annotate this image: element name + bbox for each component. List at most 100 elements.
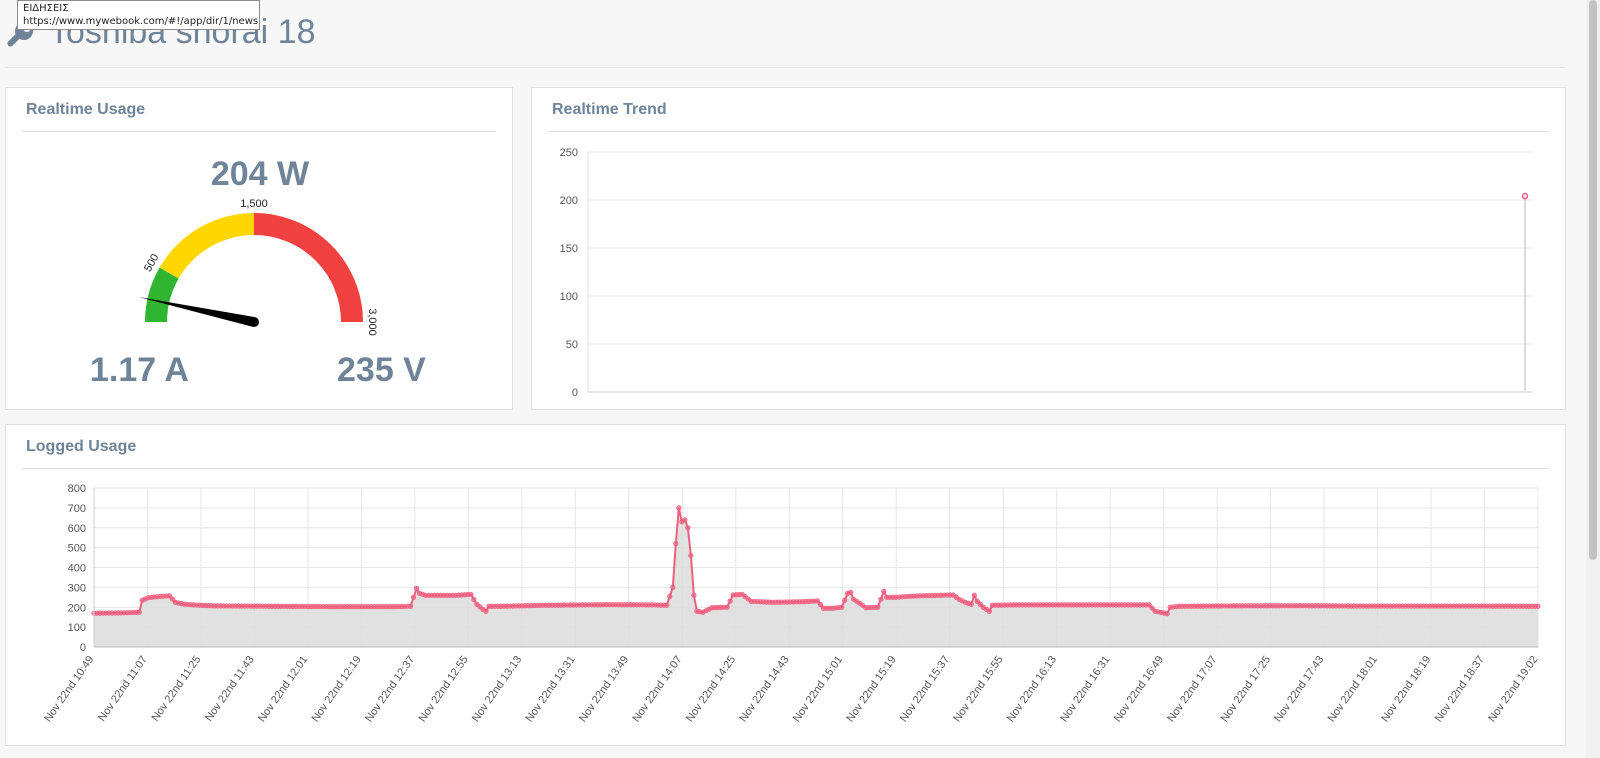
- logged-x-tick-label: Nov 22nd 15:37: [898, 654, 952, 725]
- logged-point: [670, 584, 676, 590]
- realtime-usage-title: Realtime Usage: [26, 101, 146, 118]
- power-reading: 204 W: [210, 155, 310, 193]
- logged-y-tick-label: 700: [68, 503, 86, 515]
- panel-divider: [22, 468, 1549, 469]
- logged-point: [817, 601, 824, 608]
- logged-x-tick-label: Nov 22nd 17:43: [1272, 654, 1326, 725]
- gauge-tick-label: 3,000: [366, 308, 378, 336]
- gauge-needle: [138, 296, 256, 327]
- realtime-trend-chart: 0 50 100 150 200 250: [560, 147, 1532, 399]
- logged-x-tick-label: Nov 22nd 11:25: [150, 654, 204, 724]
- logged-point: [407, 603, 414, 609]
- gauge-pivot: [249, 317, 259, 327]
- logged-point: [881, 588, 887, 594]
- trend-y-tick-label: 50: [566, 339, 578, 351]
- logged-point: [878, 596, 884, 602]
- logged-point: [968, 601, 974, 607]
- trend-y-tick-label: 100: [560, 291, 578, 303]
- logged-x-tick-label: Nov 22nd 18:01: [1326, 654, 1380, 725]
- current-reading: 1.17 A: [90, 351, 189, 389]
- trend-point: [1521, 192, 1529, 200]
- logged-point: [977, 601, 983, 607]
- logged-point: [410, 594, 417, 600]
- logged-point: [468, 591, 474, 597]
- voltage-reading: 235 V: [337, 351, 426, 389]
- logged-x-tick-label: Nov 22nd 19:02: [1486, 654, 1540, 725]
- logged-x-tick-label: Nov 22nd 13:49: [577, 654, 631, 725]
- logged-x-tick-label: Nov 22nd 12:55: [416, 654, 470, 725]
- logged-point: [724, 604, 730, 610]
- panel-divider: [548, 131, 1549, 132]
- realtime-usage-panel: Realtime Usage 204 W 500 1,500 3,000 1.17 …: [5, 87, 513, 410]
- page-scrollbar[interactable]: [1586, 0, 1600, 758]
- trend-y-tick-label: 0: [572, 387, 578, 399]
- header-divider: [5, 67, 1565, 68]
- gauge-band-1: [159, 213, 254, 279]
- trend-y-tick-label: 250: [560, 147, 578, 159]
- logged-point: [676, 505, 682, 511]
- logged-x-tick-label: Nov 22nd 14:25: [684, 654, 738, 725]
- logged-point: [1149, 605, 1155, 611]
- logged-point: [727, 598, 733, 604]
- logged-y-tick-label: 200: [68, 602, 86, 614]
- logged-point: [691, 592, 697, 598]
- logged-point: [875, 604, 881, 610]
- logged-y-tick-label: 300: [68, 582, 86, 594]
- realtime-trend-title: Realtime Trend: [552, 101, 667, 118]
- trend-y-tick-label: 150: [560, 243, 578, 255]
- logged-point: [685, 525, 691, 531]
- logged-x-tick-label: Nov 22nd 18:37: [1433, 654, 1487, 725]
- logged-x-tick-label: Nov 22nd 16:13: [1005, 654, 1059, 725]
- logged-usage-panel: Logged Usage 0 100 200 300 400 500 600 700 800 No…: [5, 424, 1566, 746]
- logged-x-tick-label: Nov 22nd 18:19: [1379, 654, 1433, 725]
- logged-y-tick-label: 500: [68, 543, 86, 555]
- logged-x-tick-label: Nov 22nd 16:31: [1058, 654, 1112, 725]
- logged-x-tick-label: Nov 22nd 15:55: [951, 654, 1005, 725]
- gauge-band-2: [254, 213, 363, 322]
- logged-line: [93, 507, 1539, 615]
- logged-usage-title: Logged Usage: [26, 438, 137, 455]
- realtime-trend-panel: Realtime Trend 0 50 100 150 200 250: [531, 87, 1566, 410]
- logged-point: [974, 598, 980, 604]
- logged-x-tick-label: Nov 22nd 11:43: [203, 654, 257, 724]
- logged-point: [688, 552, 694, 559]
- logged-point: [166, 593, 172, 599]
- logged-x-tick-label: Nov 22nd 11:07: [96, 654, 150, 724]
- logged-x-tick-label: Nov 22nd 13:31: [523, 654, 577, 725]
- tooltip-url: https://www.mywebook.com/#!/app/dir/1/ne…: [23, 16, 259, 27]
- logged-point: [842, 597, 848, 603]
- logged-x-tick-label: Nov 22nd 15:01: [791, 654, 845, 725]
- logged-x-tick-label: Nov 22nd 12:37: [363, 654, 417, 725]
- logged-x-tick-label: Nov 22nd 17:07: [1165, 654, 1219, 725]
- logged-y-tick-label: 100: [68, 622, 86, 634]
- logged-point: [814, 598, 821, 604]
- gauge-band-0: [145, 267, 179, 322]
- logged-area: [94, 507, 1538, 647]
- logged-y-tick-label: 400: [68, 563, 86, 575]
- logged-point: [1164, 611, 1170, 617]
- logged-x-tick-label: Nov 22nd 12:01: [256, 654, 310, 725]
- logged-x-tick-label: Nov 22nd 16:49: [1112, 654, 1166, 725]
- scrollbar-thumb[interactable]: [1589, 0, 1597, 560]
- logged-x-tick-label: Nov 22nd 12:19: [309, 654, 363, 725]
- logged-x-tick-label: Nov 22nd 15:19: [844, 654, 898, 725]
- logged-x-tick-label: Nov 22nd 17:25: [1219, 654, 1273, 725]
- logged-point: [471, 596, 477, 602]
- logged-point: [169, 596, 175, 602]
- browser-tooltip: ΕΙΔΗΣΕΙΣ https://www.mywebook.com/#!/app…: [17, 0, 260, 30]
- logged-point: [1146, 602, 1152, 608]
- tooltip-title: ΕΙΔΗΣΕΙΣ: [23, 3, 69, 14]
- logged-x-tick-label: Nov 22nd 13:13: [470, 654, 524, 725]
- logged-point: [413, 585, 420, 591]
- logged-point: [673, 541, 679, 547]
- panel-divider: [22, 131, 496, 132]
- logged-point: [839, 604, 845, 610]
- logged-point: [848, 589, 854, 595]
- logged-y-tick-label: 800: [68, 483, 86, 495]
- logged-point: [986, 608, 992, 614]
- logged-point: [971, 592, 977, 598]
- logged-point: [667, 593, 673, 599]
- logged-point: [664, 602, 670, 608]
- logged-x-tick-label: Nov 22nd 14:07: [630, 654, 684, 725]
